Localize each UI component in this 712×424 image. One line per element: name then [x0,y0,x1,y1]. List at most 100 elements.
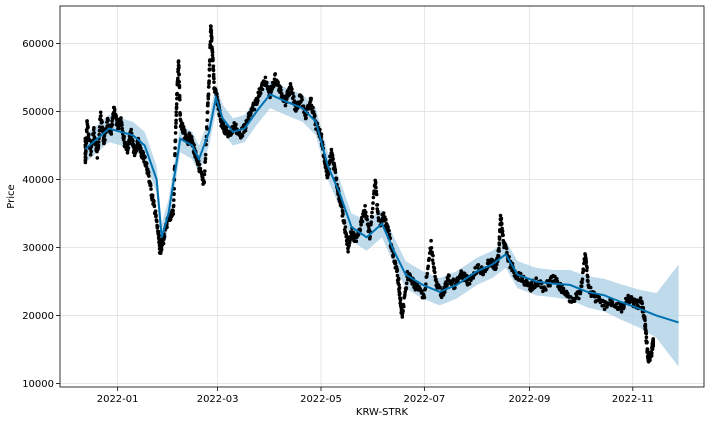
observed-point [433,270,437,275]
observed-point [173,146,177,150]
observed-point [206,92,211,96]
observed-point [431,261,436,266]
observed-point [144,161,149,166]
observed-point [156,230,161,234]
observed-point [84,141,89,145]
observed-point [360,219,365,224]
observed-point [157,233,161,238]
observed-point [88,152,93,157]
observed-point [422,295,427,300]
observed-point [651,341,655,345]
observed-point [111,117,115,121]
observed-point [203,152,208,157]
observed-point [365,217,370,222]
observed-point [279,88,283,93]
observed-point [334,176,339,181]
observed-point [341,212,345,217]
observed-point [211,64,216,68]
x-tick-label: 2022-01 [97,394,139,405]
observed-point [579,284,584,289]
observed-point [447,274,451,278]
observed-point [92,131,96,135]
observed-point [497,249,501,253]
observed-point [359,223,363,227]
observed-point [501,233,505,237]
observed-point [381,211,386,215]
observed-point [178,97,182,102]
observed-point [309,96,314,101]
observed-point [202,180,207,184]
observed-point [291,91,295,96]
observed-point [319,132,324,137]
observed-point [114,114,118,118]
observed-point [285,97,289,101]
observed-point [180,122,185,126]
observed-point [561,286,566,291]
observed-point [99,114,103,118]
observed-point [165,225,169,229]
axis-ticks: 2022-01 2022-03 2022-05 2022-07 2022-09 2022-… [22,39,654,405]
observed-point [580,277,585,282]
observed-point [147,174,151,178]
observed-point [313,114,317,118]
observed-point [500,229,505,233]
observed-point [429,238,433,243]
observed-point [205,127,209,131]
observed-point [404,281,409,286]
observed-point [555,279,560,284]
observed-point [364,210,368,215]
observed-point [497,242,502,247]
observed-point [495,262,499,267]
observed-point [87,138,92,143]
observed-point [265,80,269,85]
x-tick-label: 2022-11 [612,394,654,405]
observed-point [627,300,632,305]
observed-point [139,146,143,151]
observed-point [577,296,581,301]
observed-point [96,140,101,144]
observed-point [234,122,238,127]
observed-point [371,195,376,200]
observed-point [210,36,214,41]
observed-point [425,274,429,279]
plot-frame [59,5,705,388]
observed-point [500,226,504,231]
observed-point [240,133,245,138]
observed-point [120,123,124,127]
observed-point [618,306,623,311]
observed-point [397,286,402,290]
observed-point [331,157,335,161]
observed-point [260,87,265,92]
observed-point [496,254,501,258]
observed-point [97,128,102,133]
observed-point [203,156,208,161]
observed-point [171,203,176,208]
observed-point [178,113,182,117]
observed-point [346,249,350,254]
observed-point [573,296,577,301]
observed-point [402,304,406,309]
observed-point [622,305,626,310]
observed-point [311,110,316,114]
observed-point [369,220,374,224]
observed-point [301,104,306,108]
observed-point [211,58,215,62]
observed-point [329,147,334,152]
observed-point [499,216,504,221]
observed-point [354,239,359,243]
observed-point [398,298,403,302]
observed-point [255,98,260,103]
observed-point [161,241,166,246]
observed-point [203,169,207,173]
observed-point [498,213,503,218]
observed-point [252,107,257,112]
observed-point [398,291,402,296]
observed-point [376,211,380,216]
observed-point [500,222,504,226]
observed-point [290,87,294,91]
observed-point [471,276,476,280]
observed-point [588,285,593,290]
observed-point [374,185,378,190]
observed-point [469,278,473,283]
observed-point [273,72,278,76]
